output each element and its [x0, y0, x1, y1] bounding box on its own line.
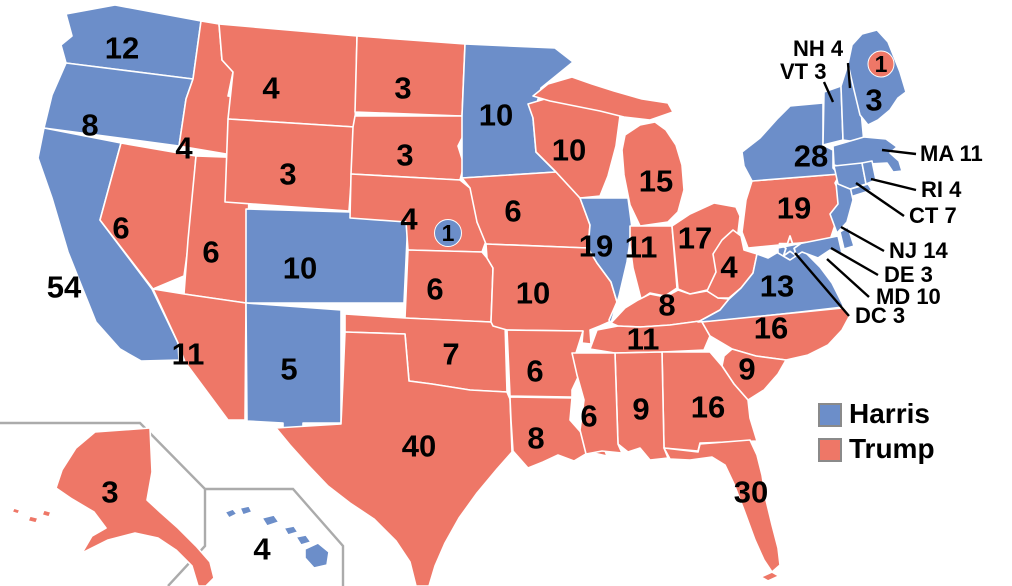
callout-label-MA: MA 11	[920, 141, 983, 166]
ev-label-CO: 10	[283, 251, 317, 286]
district-circle-ME-02	[867, 50, 895, 78]
district-ev-NE-02: 1	[442, 220, 455, 246]
ev-label-AZ: 11	[172, 337, 205, 372]
district-ev-ME-02: 1	[875, 51, 888, 77]
legend-label-trump: Trump	[849, 433, 935, 464]
ev-label-VA: 13	[760, 269, 794, 304]
callout-line-NJ	[840, 225, 885, 253]
state-HI	[224, 505, 330, 569]
state-LA	[509, 396, 608, 469]
dc-star-icon	[778, 235, 802, 257]
ev-label-ND: 3	[394, 71, 411, 106]
state-SC	[721, 348, 787, 401]
state-KS	[404, 249, 494, 323]
callout-label-NJ: NJ 14	[889, 238, 948, 263]
ev-label-WV: 4	[720, 250, 738, 285]
callout-line-MD	[826, 258, 870, 298]
district-circles: 11	[434, 50, 895, 247]
callout-label-MD: MD 10	[876, 284, 941, 309]
callout-line-CT	[855, 182, 905, 217]
callout-line-MA	[881, 148, 917, 156]
callout-label-DC: DC 3	[855, 303, 905, 328]
ev-label-MO: 10	[516, 276, 550, 311]
state-TX	[275, 331, 513, 586]
ev-label-AR: 6	[526, 354, 543, 389]
callout-line-DE	[830, 246, 879, 277]
states-layer	[11, 4, 907, 586]
callout-label-RI: RI 4	[921, 177, 962, 202]
ev-label-KS: 6	[426, 272, 443, 307]
ev-label-OR: 8	[81, 108, 98, 143]
ev-label-NC: 16	[754, 311, 788, 346]
ev-label-NE: 4	[400, 202, 418, 237]
ev-label-NM: 5	[280, 352, 297, 387]
ev-label-AK: 3	[101, 475, 118, 510]
state-ME	[847, 29, 907, 126]
ev-label-NV: 6	[112, 211, 129, 246]
callout-label-CT: CT 7	[909, 203, 957, 228]
callout-label-DE: DE 3	[884, 262, 933, 287]
callout-line-RI	[870, 177, 917, 192]
ev-label-GA: 16	[691, 390, 725, 425]
callout-label-VT: VT 3	[780, 59, 826, 84]
legend-swatch-harris	[818, 403, 842, 427]
ev-label-ME: 3	[865, 83, 882, 118]
ev-label-TN: 11	[627, 322, 660, 357]
ev-label-IL: 19	[579, 229, 613, 264]
state-AL	[614, 351, 669, 461]
ev-label-KY: 8	[658, 288, 675, 323]
ev-label-SC: 9	[738, 352, 755, 387]
ev-label-NY: 28	[794, 139, 828, 174]
state-AK	[11, 427, 215, 586]
ev-label-UT: 6	[202, 235, 219, 270]
state-WY	[224, 118, 356, 212]
ev-label-CA: 54	[47, 270, 82, 305]
state-CT	[833, 162, 867, 190]
state-MS	[571, 352, 623, 455]
ev-label-HI: 4	[253, 532, 271, 567]
ev-label-FL: 30	[734, 475, 768, 510]
ev-label-MT: 4	[262, 71, 280, 106]
callout-line-DC	[794, 252, 850, 317]
state-AZ	[152, 288, 247, 421]
state-FL	[663, 439, 781, 582]
legend-label-harris: Harris	[849, 398, 930, 429]
state-MI	[532, 76, 685, 227]
hawaii-inset-border	[205, 487, 345, 586]
ev-label-PA: 19	[777, 191, 811, 226]
ev-label-LA: 8	[527, 421, 544, 456]
callout-line-NH	[846, 62, 852, 89]
callout-line-VT	[822, 81, 835, 103]
district-circle-NE-02	[434, 219, 462, 247]
legend-swatch-trump	[818, 438, 842, 462]
ev-label-ID: 4	[175, 131, 193, 166]
legend: Harris Trump	[818, 398, 935, 464]
ev-label-WI: 10	[552, 133, 586, 168]
ev-label-MN: 10	[479, 98, 513, 133]
state-CO	[245, 208, 409, 304]
ev-label-OH: 17	[678, 221, 712, 256]
ev-label-TX: 40	[402, 429, 436, 464]
ev-label-AL: 9	[632, 392, 649, 427]
state-MT	[218, 23, 358, 128]
ev-label-WY: 3	[279, 157, 296, 192]
ev-label-WA: 12	[105, 31, 139, 66]
callout-label-NH: NH 4	[793, 36, 844, 61]
ev-label-MS: 6	[580, 399, 597, 434]
ev-label-IA: 6	[504, 194, 521, 229]
ev-label-OK: 7	[442, 337, 459, 372]
ev-label-SD: 3	[396, 138, 413, 173]
ev-label-MI: 15	[639, 164, 673, 199]
state-AR	[506, 329, 584, 398]
state-VT	[822, 85, 844, 146]
ev-label-IN: 11	[625, 230, 658, 265]
